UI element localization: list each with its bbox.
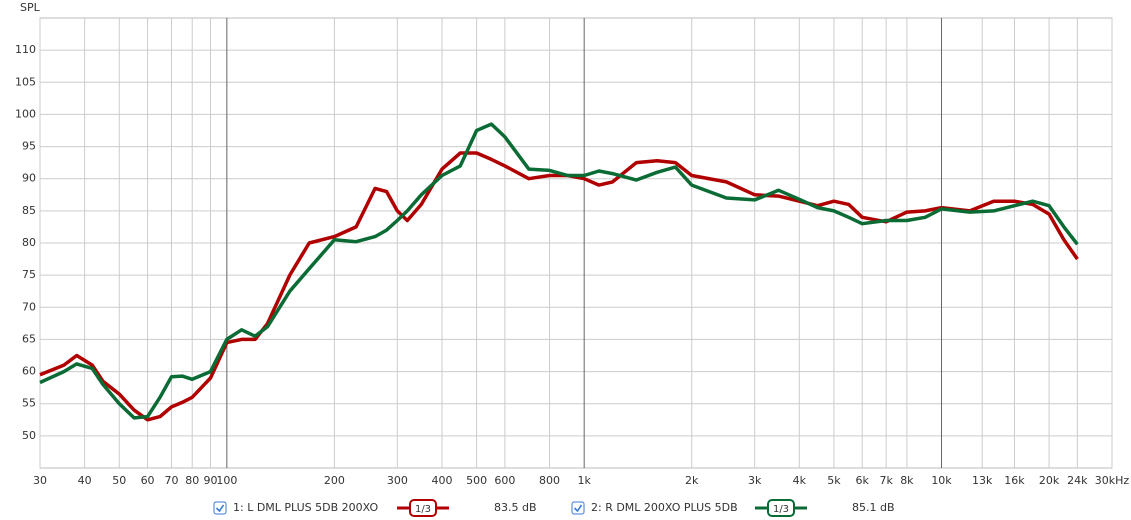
x-tick-label: 40 xyxy=(78,474,92,487)
x-tick-label: 30 xyxy=(33,474,47,487)
y-tick-label: 60 xyxy=(22,365,36,378)
x-tick-label: 70 xyxy=(164,474,178,487)
y-tick-label: 85 xyxy=(22,204,36,217)
x-tick-label: 500 xyxy=(466,474,487,487)
legend-entry[interactable]: 1: L DML PLUS 5DB 200XO 1/3 83.5 dB xyxy=(213,499,537,517)
y-axis-label: SPL xyxy=(20,1,41,14)
x-tick-label: 60 xyxy=(141,474,155,487)
x-tick-label: 50 xyxy=(112,474,126,487)
y-tick-label: 55 xyxy=(22,397,36,410)
y-tick-label: 90 xyxy=(22,172,36,185)
legend-label: 1: L DML PLUS 5DB 200XO xyxy=(233,501,378,514)
series-line xyxy=(39,122,1079,420)
x-tick-label: 6k xyxy=(856,474,870,487)
y-tick-label: 100 xyxy=(15,107,36,120)
x-tick-label: 400 xyxy=(431,474,452,487)
x-tick-label: 1k xyxy=(577,474,591,487)
x-tick-label: 4k xyxy=(793,474,807,487)
x-tick-label: 24k xyxy=(1067,474,1088,487)
y-tick-label: 95 xyxy=(22,140,36,153)
y-tick-label: 70 xyxy=(22,300,36,313)
x-tick-label: 20k xyxy=(1039,474,1060,487)
legend-label: 2: R DML 200XO PLUS 5DB xyxy=(591,501,738,514)
y-tick-label: 75 xyxy=(22,268,36,281)
x-tick-label: 10k xyxy=(931,474,952,487)
x-tick-label: 600 xyxy=(494,474,515,487)
legend-smoothing-box xyxy=(409,499,437,517)
x-tick-label: 16k xyxy=(1004,474,1025,487)
x-tick-label: 200 xyxy=(324,474,345,487)
x-tick-label: 80 xyxy=(185,474,199,487)
x-tick-label: 13k xyxy=(972,474,993,487)
x-tick-label: 300 xyxy=(387,474,408,487)
legend-level: 83.5 dB xyxy=(494,501,537,514)
check-mark xyxy=(215,504,225,513)
x-tick-label: 100 xyxy=(216,474,237,487)
x-tick-label: 90 xyxy=(203,474,217,487)
legend-smoothing: 1/3 xyxy=(415,504,431,515)
x-tick-label: 8k xyxy=(900,474,914,487)
x-tick-label: 800 xyxy=(539,474,560,487)
y-tick-label: 50 xyxy=(22,429,36,442)
x-tick-label: 3k xyxy=(748,474,762,487)
legend-checkbox[interactable] xyxy=(213,501,227,515)
x-tick-label: 2k xyxy=(685,474,699,487)
y-tick-label: 65 xyxy=(22,332,36,345)
legend-checkbox[interactable] xyxy=(571,501,585,515)
legend-smoothing: 1/3 xyxy=(773,504,789,515)
legend-level: 85.1 dB xyxy=(852,501,895,514)
y-tick-label: 80 xyxy=(22,236,36,249)
check-mark xyxy=(573,504,583,513)
legend-smoothing-box xyxy=(767,499,795,517)
x-tick-label: 30kHz xyxy=(1095,474,1130,487)
x-tick-label: 7k xyxy=(879,474,893,487)
y-tick-label: 110 xyxy=(15,43,36,56)
y-tick-label: 105 xyxy=(15,75,36,88)
legend-entry[interactable]: 2: R DML 200XO PLUS 5DB 1/3 85.1 dB xyxy=(571,499,895,517)
x-tick-label: 5k xyxy=(827,474,841,487)
